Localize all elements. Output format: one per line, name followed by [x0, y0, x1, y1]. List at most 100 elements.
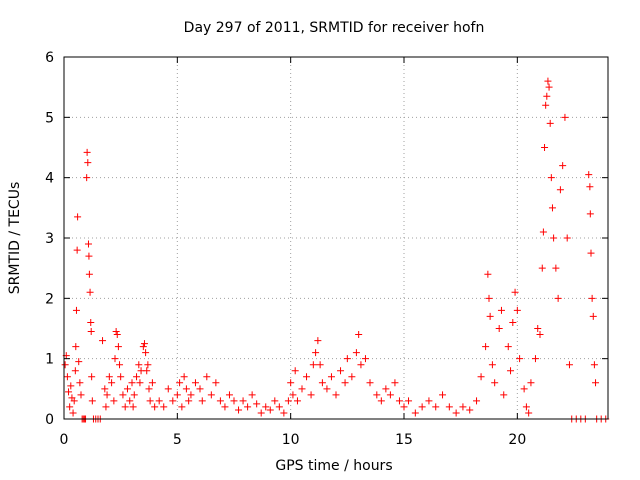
data-point [586, 183, 594, 191]
data-point [556, 186, 564, 194]
data-point [497, 306, 505, 314]
data-point [77, 391, 85, 399]
data-point [148, 379, 156, 387]
data-point [160, 403, 168, 411]
data-point [327, 373, 335, 381]
data-point [86, 288, 94, 296]
data-point [484, 270, 492, 278]
data-point [117, 373, 125, 381]
data-point [146, 397, 154, 405]
data-point [203, 373, 211, 381]
data-point [87, 318, 95, 326]
data-point [84, 159, 92, 167]
data-point [85, 252, 93, 260]
data-point [130, 391, 138, 399]
data-point [473, 397, 481, 405]
data-point [257, 409, 265, 417]
data-point [522, 403, 530, 411]
data-point [123, 385, 131, 393]
data-point [341, 379, 349, 387]
data-point [544, 77, 552, 85]
data-point [143, 367, 151, 375]
data-point [84, 240, 92, 248]
data-point [136, 379, 144, 387]
data-point [126, 397, 134, 405]
data-point [520, 385, 528, 393]
data-point [513, 306, 521, 314]
data-point [309, 361, 317, 369]
x-tick-label: 5 [173, 432, 182, 448]
data-point [303, 373, 311, 381]
data-point [585, 171, 593, 179]
data-point [176, 379, 184, 387]
data-point [312, 349, 320, 357]
data-point [178, 403, 186, 411]
data-point [114, 343, 122, 351]
data-point [486, 312, 494, 320]
data-point [61, 361, 69, 369]
data-point [284, 397, 292, 405]
data-point [298, 385, 306, 393]
data-point [538, 264, 546, 272]
data-point [83, 148, 91, 156]
data-point [332, 391, 340, 399]
x-tick-label: 10 [282, 432, 300, 448]
data-point [271, 397, 279, 405]
data-point [112, 328, 120, 336]
axis-ticks: 0 5 10 15 20 0 1 2 3 4 5 6 [45, 50, 608, 448]
data-point [559, 162, 567, 170]
data-point [182, 385, 190, 393]
data-point [239, 397, 247, 405]
data-point [527, 379, 535, 387]
data-point [534, 325, 542, 332]
x-tick-label: 15 [395, 432, 413, 448]
y-tick-label: 2 [45, 291, 54, 307]
data-point [111, 355, 119, 363]
data-point [565, 361, 573, 369]
data-point [275, 403, 283, 411]
data-point [382, 385, 390, 393]
data-point [70, 397, 78, 405]
data-point [318, 379, 326, 387]
data-point [142, 349, 150, 357]
data-point [87, 328, 95, 336]
data-point [119, 391, 127, 399]
data-point [405, 397, 413, 405]
y-tick-label: 5 [45, 110, 54, 126]
data-point [485, 294, 493, 302]
data-point [391, 379, 399, 387]
x-axis-label: GPS time / hours [275, 458, 392, 474]
data-point [411, 409, 419, 417]
data-point [554, 294, 562, 302]
data-point [425, 397, 433, 405]
data-point [105, 373, 113, 381]
data-point [561, 113, 569, 121]
data-point [542, 101, 550, 109]
data-point [113, 331, 121, 339]
data-point [198, 397, 206, 405]
data-point [511, 288, 519, 296]
data-point [592, 379, 600, 387]
data-point [76, 379, 84, 387]
data-point [552, 264, 560, 272]
data-point [83, 174, 91, 182]
data-point [352, 349, 360, 357]
data-point [266, 406, 274, 414]
data-point [587, 249, 595, 257]
data-point [196, 385, 204, 393]
data-point [88, 373, 96, 381]
data-point [212, 379, 220, 387]
data-point [73, 246, 81, 254]
data-point [187, 391, 195, 399]
data-point [495, 325, 503, 332]
data-point [144, 361, 152, 369]
data-point [377, 397, 385, 405]
data-point [291, 367, 299, 375]
data-point [548, 204, 556, 212]
data-point [477, 373, 485, 381]
data-point [116, 361, 124, 369]
y-tick-label: 4 [45, 171, 54, 187]
data-point [355, 331, 363, 339]
data-point [128, 379, 136, 387]
